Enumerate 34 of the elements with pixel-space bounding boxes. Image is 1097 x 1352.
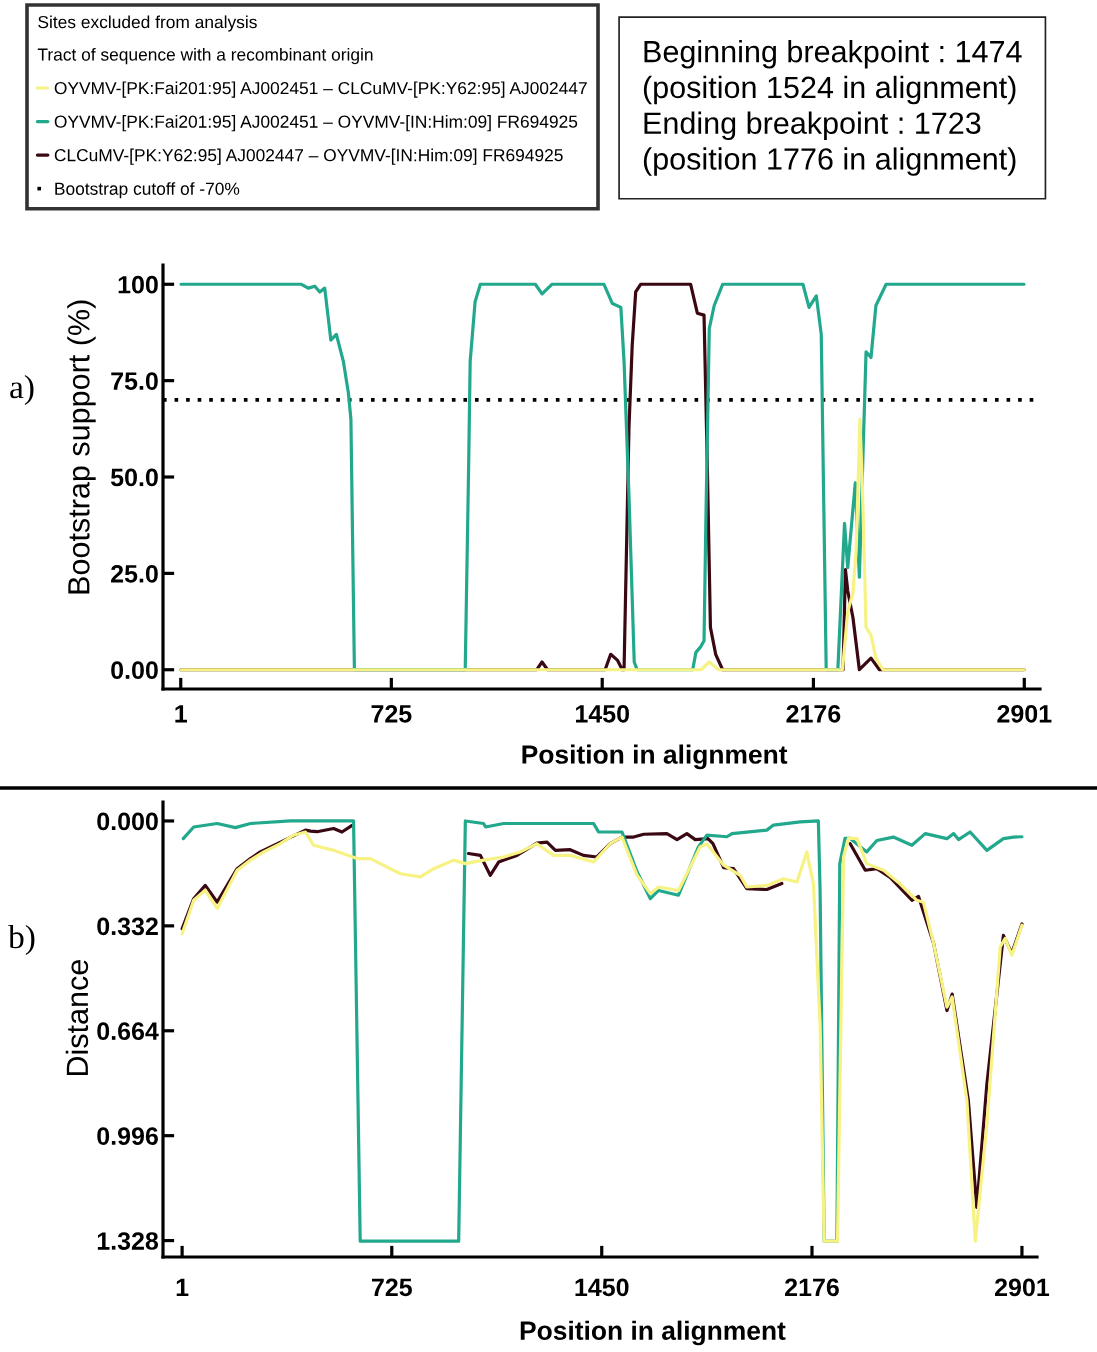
x-tick-label: 1450 [575, 1278, 629, 1297]
x-tick-label: 2176 [785, 1278, 839, 1297]
text: b) [8, 924, 35, 956]
legend-label: Bootstrap cutoff of -70% [55, 182, 240, 199]
x-tick-label: 725 [372, 1278, 412, 1297]
x-tick-label: 1 [175, 705, 187, 723]
line-series [179, 282, 1026, 672]
legend-label: OYVMV-[PK:Fai201:95] AJ002451 – OYVMV-[IN:Him:09] FR694925 [54, 115, 578, 132]
y-tick-label: 75.0 [111, 372, 158, 390]
line-series [179, 417, 1026, 672]
y-tick-label: 0.664 [97, 1022, 159, 1041]
y-tick-label: 0.000 [97, 812, 158, 831]
x-tick-label: 2176 [786, 704, 841, 723]
legend-label: CLCuMV-[PK:Y62:95] AJ002447 – OYVMV-[IN:Him:09] FR694925 [54, 148, 563, 165]
y-axis-title: Bootstrap support (%) [67, 300, 96, 594]
x-tick-label: 725 [371, 704, 412, 723]
y-tick-label: 25.0 [111, 564, 158, 583]
y-tick-label: 0.00 [111, 661, 158, 680]
x-tick-label: 1450 [576, 704, 630, 723]
text: Beginning breakpoint : 1474 (position 1524 in alignment) Ending breakpoint : 1723 (position 1776 in alignment) [643, 40, 1022, 176]
y-tick-label: 50.0 [110, 468, 158, 487]
x-axis-title: Position in alignment [520, 1320, 786, 1346]
x-tick-label: 2901 [995, 1278, 1050, 1297]
legend-title: Sites excluded from analysis Tract of sequence with a recombinant origin [37, 15, 373, 65]
text: a) [10, 374, 34, 406]
y-tick-label: 0.996 [97, 1127, 158, 1145]
legend-label: OYVMV-[PK:Fai201:95] AJ002451 – CLCuMV-[PK:Y62:95] AJ002447 [54, 81, 587, 98]
y-tick-label: 100 [118, 275, 158, 294]
x-tick-label: 1 [176, 1278, 189, 1296]
x-tick-label: 2901 [997, 704, 1052, 723]
y-tick-label: 0.332 [97, 917, 158, 936]
y-axis-title: Distance [65, 960, 89, 1076]
y-tick-label: 1.328 [97, 1232, 159, 1250]
x-axis-title: Position in alignment [522, 744, 788, 770]
